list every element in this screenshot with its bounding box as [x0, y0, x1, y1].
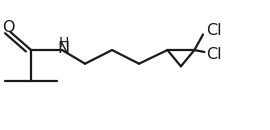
Text: Cl: Cl [206, 23, 221, 38]
Text: N: N [58, 41, 69, 56]
Text: Cl: Cl [206, 47, 221, 62]
Text: H: H [58, 36, 69, 50]
Text: O: O [2, 20, 14, 35]
